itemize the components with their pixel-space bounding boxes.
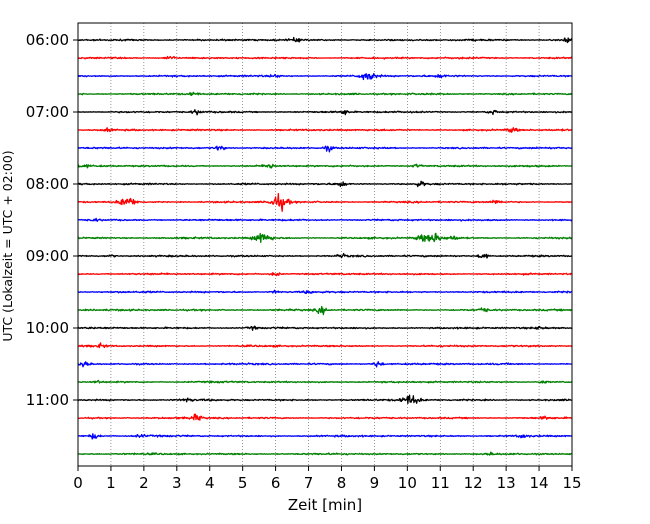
trace-1030 [77,361,573,368]
x-tick-label: 4 [205,474,215,492]
x-tick-label: 2 [139,474,149,492]
trace-0645 [77,91,573,97]
trace-0630 [77,72,573,81]
y-tick-label: 08:00 [26,175,69,193]
grid-lines [110,23,540,466]
trace-1015 [77,342,573,349]
trace-0945 [77,305,573,316]
x-tick-label: 1 [106,474,116,492]
trace-1000 [77,325,573,331]
x-tick-label: 14 [530,474,549,492]
x-tick-label: 5 [238,474,248,492]
plot-frame [77,22,573,467]
trace-0600 [77,36,573,44]
y-axis-ticks: 06:00 07:00 08:00 09:00 10:00 11:00 [26,31,78,409]
x-tick-label: 13 [497,474,516,492]
y-axis-label: UTC (Lokalzeit = UTC + 02:00) [0,150,15,341]
y-tick-label: 07:00 [26,103,69,121]
x-tick-label: 0 [73,474,83,492]
trace-0915 [77,271,573,277]
trace-0800 [77,180,573,188]
x-tick-label: 10 [398,474,417,492]
trace-0615 [77,55,573,60]
trace-1115 [77,413,573,421]
y-tick-label: 09:00 [26,247,69,265]
x-tick-label: 15 [562,474,581,492]
x-tick-label: 7 [304,474,314,492]
seismic-traces [77,36,573,456]
trace-0930 [77,289,573,295]
trace-0745 [77,163,573,169]
x-tick-label: 3 [172,474,182,492]
trace-1145 [77,451,573,456]
trace-1045 [77,379,573,384]
x-tick-label: 12 [464,474,483,492]
trace-0815 [77,192,573,212]
trace-0730 [77,145,573,153]
x-axis-label: Zeit [min] [288,496,362,514]
trace-0700 [77,109,573,116]
trace-1130 [77,433,573,440]
x-tick-label: 6 [271,474,281,492]
trace-0830 [77,217,573,222]
y-tick-label: 10:00 [26,319,69,337]
x-tick-label: 11 [431,474,450,492]
y-tick-label: 11:00 [26,391,69,409]
trace-1100 [77,394,573,405]
x-tick-label: 8 [337,474,347,492]
trace-0900 [77,252,573,259]
x-tick-label: 9 [370,474,380,492]
trace-0715 [77,127,573,133]
trace-0845 [77,232,573,244]
x-axis-ticks: 0 1 2 3 4 5 6 7 8 9 10 11 12 13 14 15 [73,466,582,492]
y-tick-label: 06:00 [26,31,69,49]
